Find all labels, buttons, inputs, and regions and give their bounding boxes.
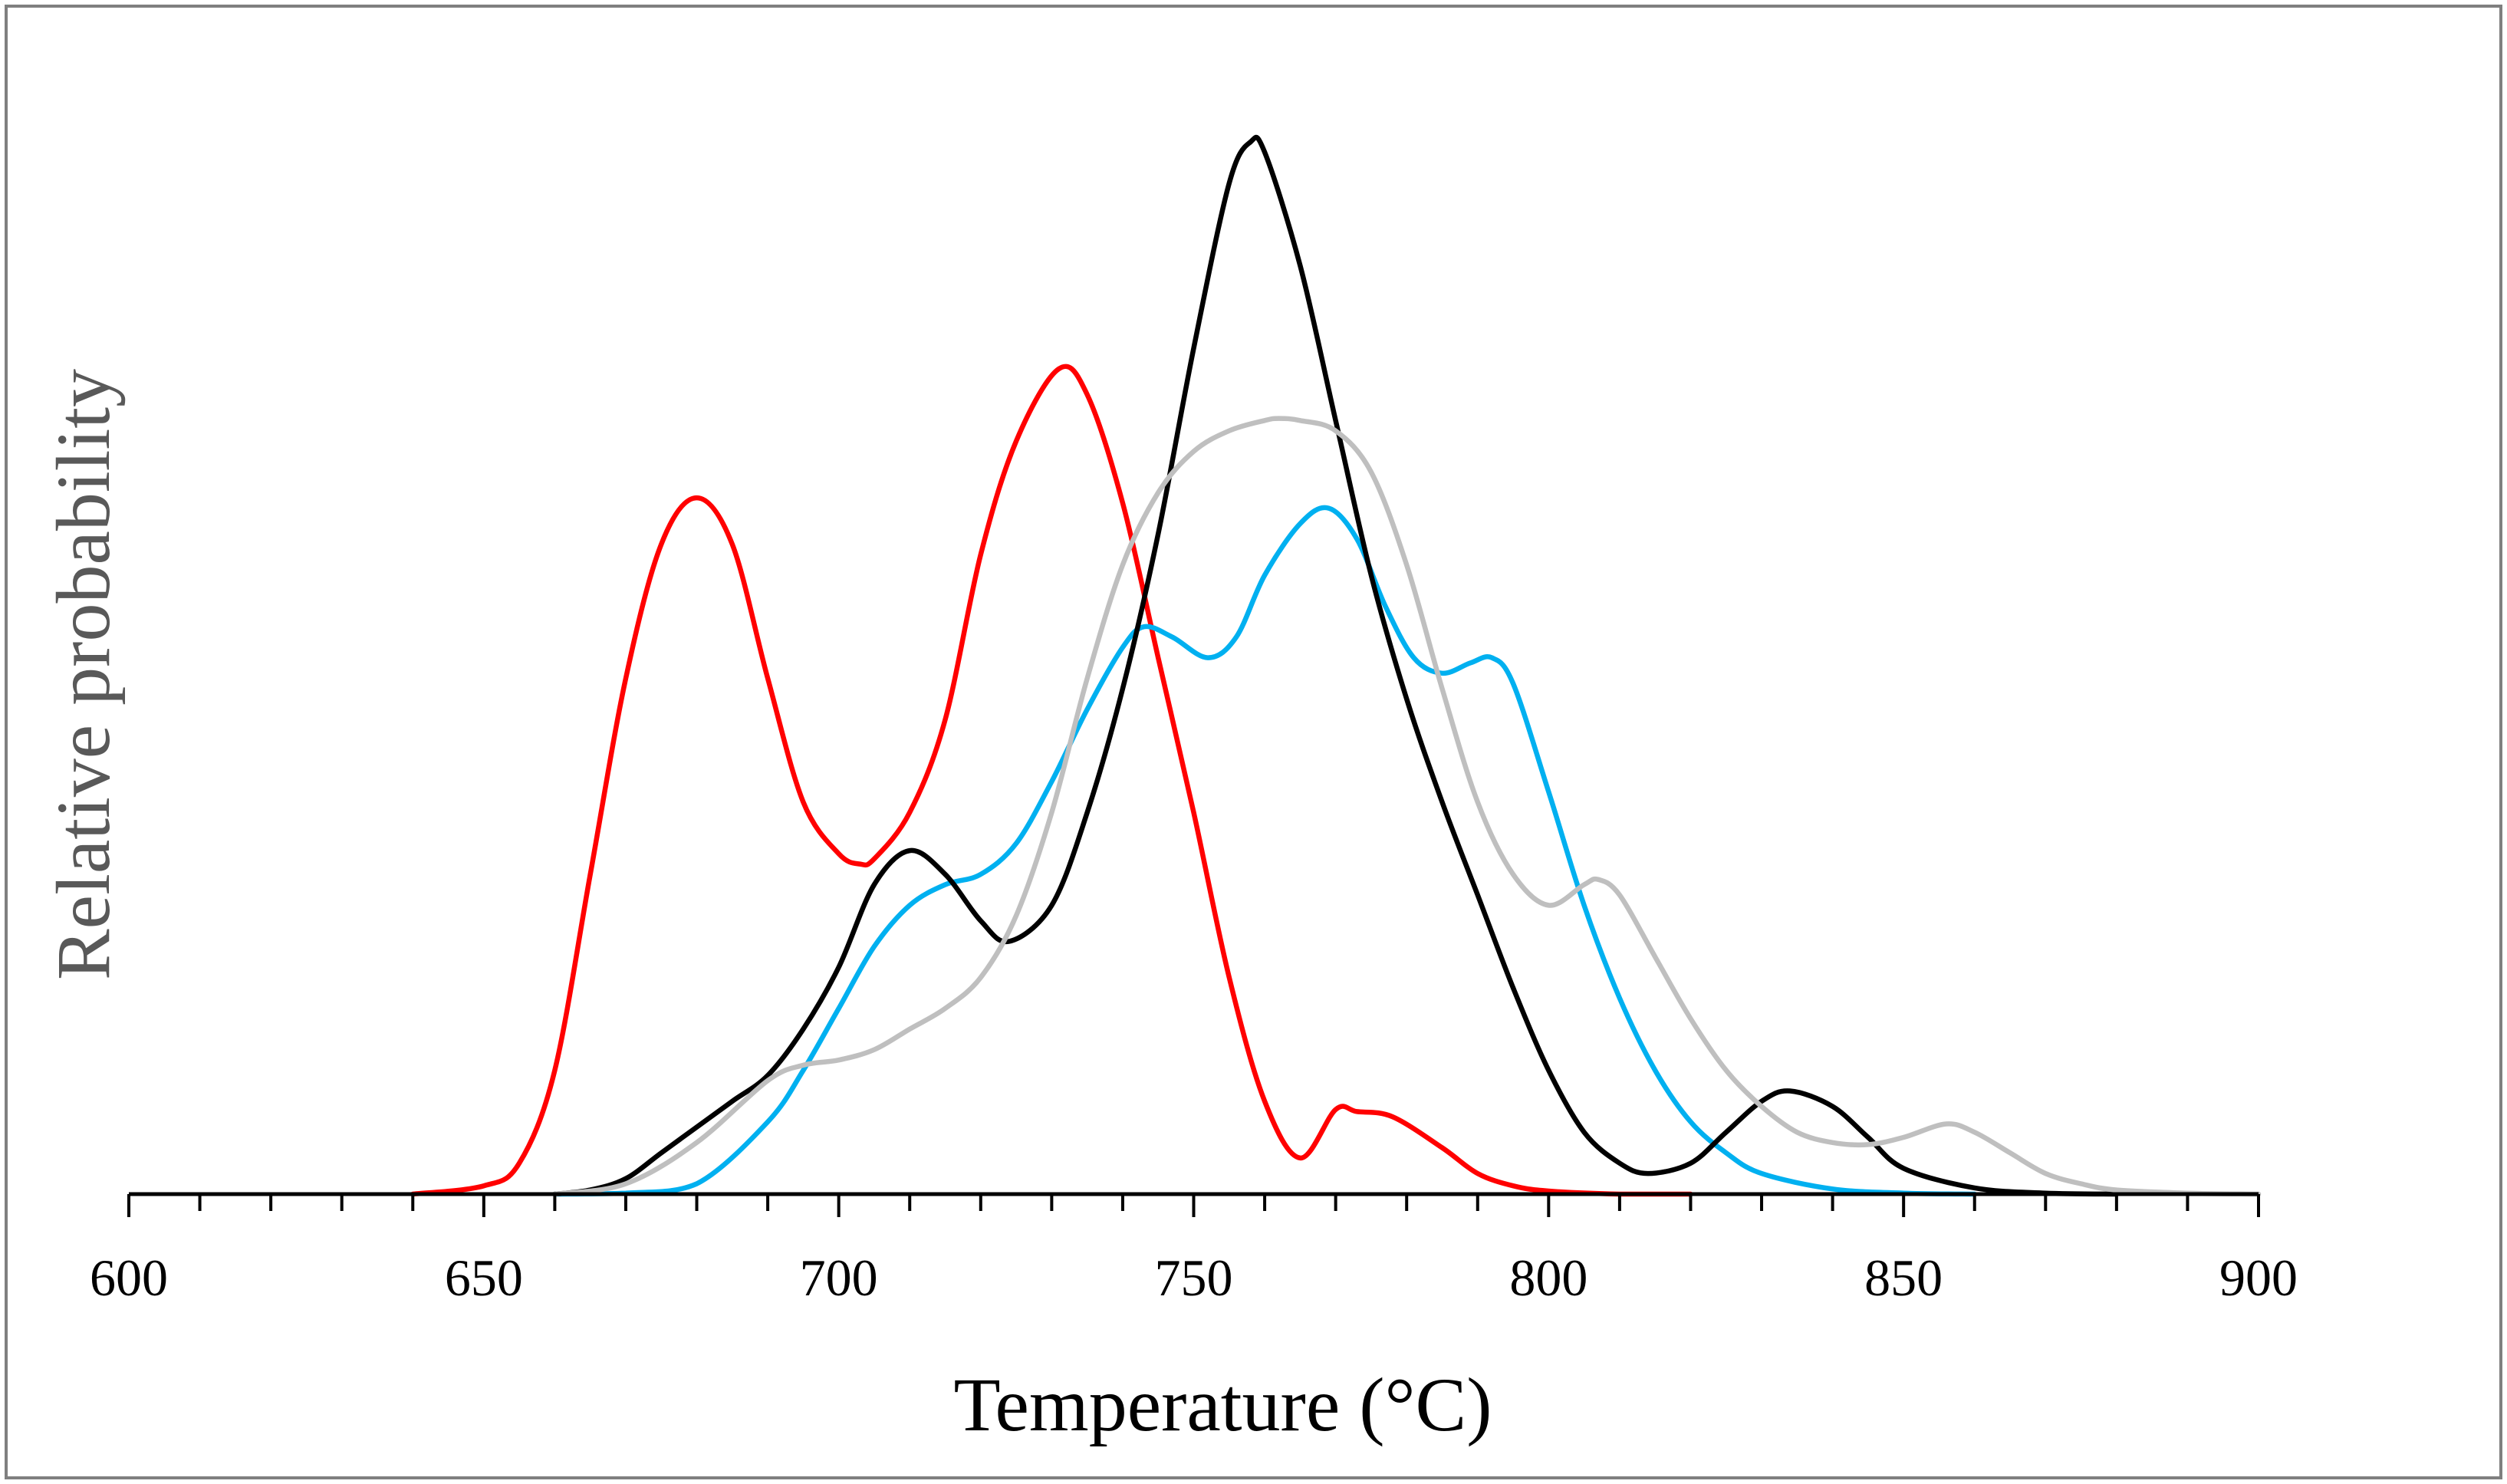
x-axis-ticks: 600 650 700 750 800 850 900	[90, 1194, 2298, 1307]
x-tick-label: 750	[1155, 1249, 1233, 1307]
y-axis-title: Relative probability	[41, 369, 126, 980]
chart-frame	[5, 5, 2502, 1479]
x-tick-label: 700	[800, 1249, 878, 1307]
x-tick-label: 800	[1509, 1249, 1587, 1307]
series-line-blue	[552, 505, 1977, 1197]
x-tick-label: 600	[90, 1249, 168, 1307]
x-tick-label: 850	[1864, 1249, 1943, 1307]
x-tick-label: 900	[2219, 1249, 2298, 1307]
series-layer	[410, 134, 2262, 1197]
x-tick-label: 650	[445, 1249, 523, 1307]
series-line-black	[552, 134, 2120, 1197]
series-line-gray	[552, 416, 2262, 1197]
series-line-red	[410, 364, 1693, 1197]
x-axis-title: Temperature (°C)	[953, 1362, 1492, 1447]
